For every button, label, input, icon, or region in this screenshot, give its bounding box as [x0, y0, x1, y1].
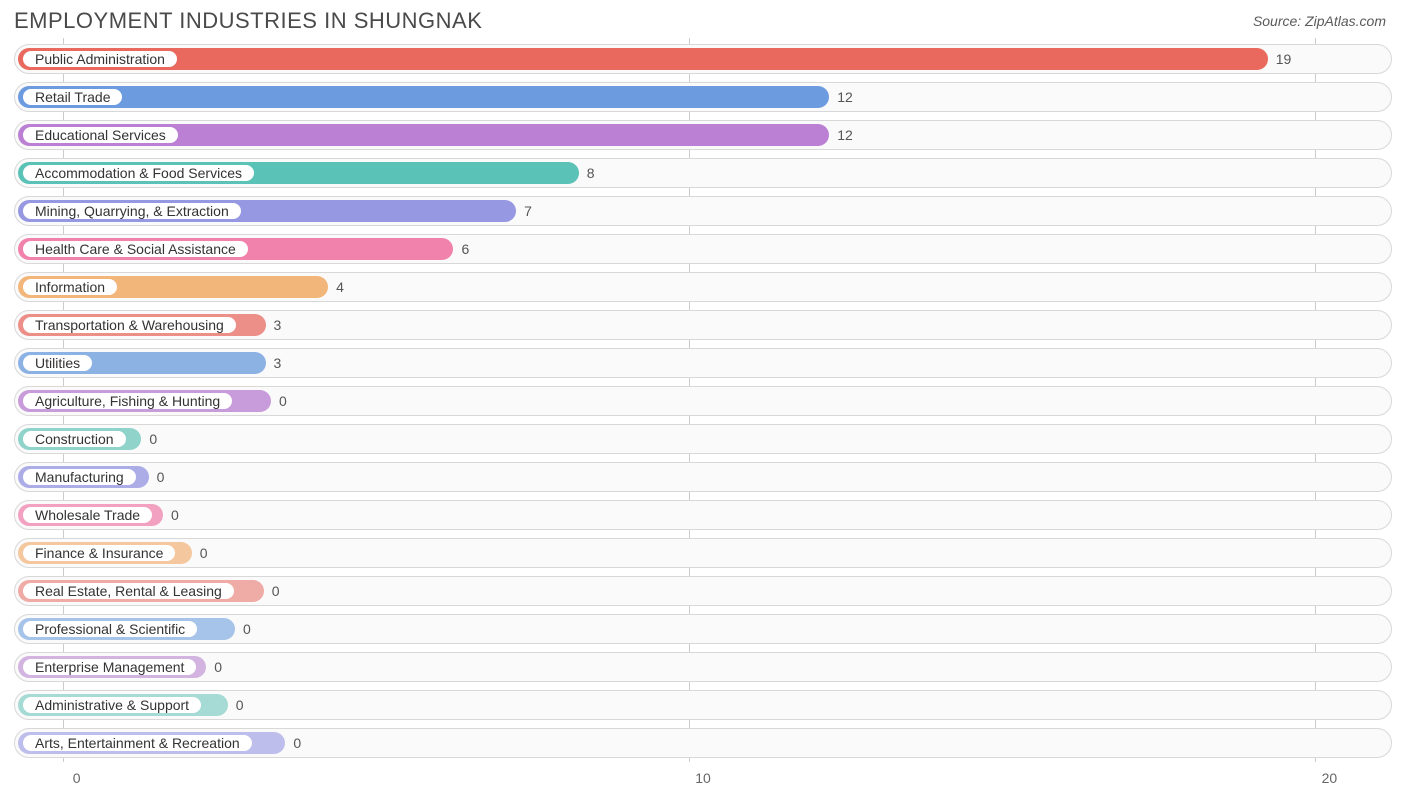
- bar-row: Enterprise Management 0: [14, 652, 1392, 682]
- bar-row: Wholesale Trade 0: [14, 500, 1392, 530]
- bar-row: Construction 0: [14, 424, 1392, 454]
- bar-fill: [18, 48, 1268, 70]
- category-pill: Finance & Insurance: [21, 543, 177, 563]
- category-pill: Administrative & Support: [21, 695, 203, 715]
- bar-row: Information 4: [14, 272, 1392, 302]
- category-pill: Utilities: [21, 353, 94, 373]
- value-label: 7: [516, 197, 532, 225]
- value-label: 0: [228, 691, 244, 719]
- category-pill: Construction: [21, 429, 128, 449]
- value-label: 0: [271, 387, 287, 415]
- x-axis: 0 10 20: [14, 766, 1392, 796]
- category-pill: Public Administration: [21, 49, 179, 69]
- category-pill: Retail Trade: [21, 87, 124, 107]
- category-pill: Educational Services: [21, 125, 180, 145]
- category-pill: Transportation & Warehousing: [21, 315, 238, 335]
- category-pill: Agriculture, Fishing & Hunting: [21, 391, 234, 411]
- value-label: 12: [829, 121, 853, 149]
- bar-row: Finance & Insurance 0: [14, 538, 1392, 568]
- value-label: 0: [192, 539, 208, 567]
- bar-row: Utilities 3: [14, 348, 1392, 378]
- bar-row: Transportation & Warehousing 3: [14, 310, 1392, 340]
- category-pill: Manufacturing: [21, 467, 138, 487]
- value-label: 4: [328, 273, 344, 301]
- chart-title: EMPLOYMENT INDUSTRIES IN SHUNGNAK: [14, 8, 482, 34]
- x-tick: 0: [73, 770, 81, 786]
- category-pill: Mining, Quarrying, & Extraction: [21, 201, 243, 221]
- category-pill: Accommodation & Food Services: [21, 163, 256, 183]
- bar-row: Professional & Scientific 0: [14, 614, 1392, 644]
- category-pill: Professional & Scientific: [21, 619, 199, 639]
- value-label: 8: [579, 159, 595, 187]
- value-label: 3: [266, 349, 282, 377]
- value-label: 12: [829, 83, 853, 111]
- bar-row: Educational Services 12: [14, 120, 1392, 150]
- bar-row: Retail Trade 12: [14, 82, 1392, 112]
- value-label: 0: [235, 615, 251, 643]
- value-label: 0: [264, 577, 280, 605]
- bar-row: Health Care & Social Assistance 6: [14, 234, 1392, 264]
- category-pill: Wholesale Trade: [21, 505, 154, 525]
- value-label: 6: [453, 235, 469, 263]
- value-label: 19: [1268, 45, 1292, 73]
- bar-row: Accommodation & Food Services 8: [14, 158, 1392, 188]
- category-pill: Real Estate, Rental & Leasing: [21, 581, 236, 601]
- value-label: 0: [163, 501, 179, 529]
- value-label: 0: [141, 425, 157, 453]
- chart-source: Source: ZipAtlas.com: [1253, 13, 1386, 29]
- value-label: 0: [285, 729, 301, 757]
- chart-header: EMPLOYMENT INDUSTRIES IN SHUNGNAK Source…: [0, 0, 1406, 38]
- category-pill: Information: [21, 277, 119, 297]
- value-label: 3: [266, 311, 282, 339]
- bar-row: Arts, Entertainment & Recreation 0: [14, 728, 1392, 758]
- chart-rows: Public Administration19Retail Trade12Edu…: [14, 44, 1392, 758]
- bar-row: Agriculture, Fishing & Hunting 0: [14, 386, 1392, 416]
- chart-area: Public Administration19Retail Trade12Edu…: [0, 38, 1406, 796]
- bar-row: Real Estate, Rental & Leasing 0: [14, 576, 1392, 606]
- bar-row: Public Administration 19: [14, 44, 1392, 74]
- value-label: 0: [149, 463, 165, 491]
- category-pill: Enterprise Management: [21, 657, 198, 677]
- category-pill: Health Care & Social Assistance: [21, 239, 250, 259]
- category-pill: Arts, Entertainment & Recreation: [21, 733, 254, 753]
- x-tick: 10: [695, 770, 711, 786]
- bar-row: Administrative & Support 0: [14, 690, 1392, 720]
- bar-fill: [18, 86, 829, 108]
- value-label: 0: [206, 653, 222, 681]
- bar-row: Mining, Quarrying, & Extraction 7: [14, 196, 1392, 226]
- x-tick: 20: [1322, 770, 1338, 786]
- bar-row: Manufacturing 0: [14, 462, 1392, 492]
